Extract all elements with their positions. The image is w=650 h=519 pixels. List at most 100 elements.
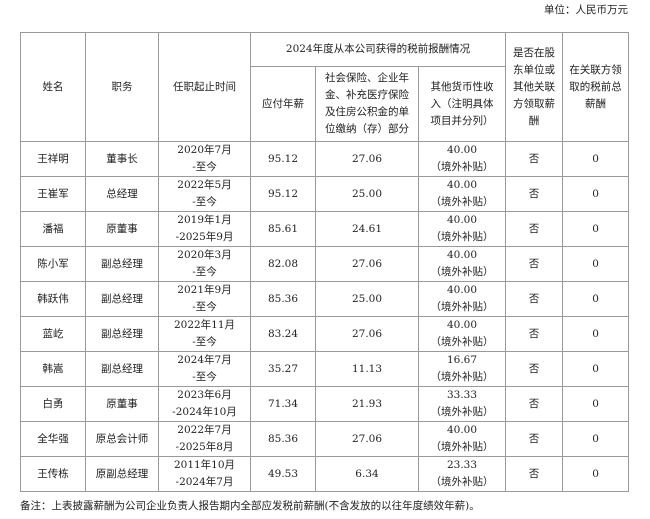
term_end-text: -2024年7月 (175, 476, 234, 488)
cell-shareholder: 否 (505, 386, 564, 422)
other-text: 33.33 (446, 389, 478, 401)
cell-related: 0 (562, 351, 630, 387)
name-text: 白勇 (42, 397, 64, 410)
other_note-text: （境外补贴） (430, 161, 494, 173)
cell-related: 0 (562, 176, 630, 212)
cell-shareholder: 否 (505, 316, 564, 352)
table-row: 全华强 原总会计师 2022年7月 -2025年8月 85.36 27.06 40.00 （境… (20, 421, 630, 457)
cell-position: 原董事 (85, 386, 159, 422)
cell-name: 王祥明 (20, 141, 86, 177)
position-text: 副总经理 (101, 327, 143, 340)
cell-other: 40.00 （境外补贴） (417, 141, 507, 177)
cell-related: 0 (562, 141, 630, 177)
cell-other: 40.00 （境外补贴） (417, 281, 507, 317)
cell-related: 0 (562, 246, 630, 282)
table-row: 王祥明 董事长 2020年7月 -至今 95.12 27.06 40.00 （境外补贴） 否 0 (20, 141, 630, 177)
cell-name: 韩跃伟 (20, 281, 86, 317)
insurance-text: 27.06 (351, 152, 383, 165)
cell-position: 原副总经理 (85, 456, 159, 492)
cell-term: 2022年11月 -至今 (158, 316, 251, 352)
table-row: 韩跃伟 副总经理 2021年9月 -至今 85.36 25.00 40.00 （境外补贴） 否 0 (20, 281, 630, 317)
cell-position: 原董事 (85, 211, 159, 247)
salary-text: 85.61 (267, 222, 299, 235)
cell-related: 0 (562, 421, 630, 457)
table-row: 王崔军 总经理 2022年5月 -至今 95.12 25.00 40.00 （境外补贴） 否 0 (20, 176, 630, 212)
cell-other: 40.00 （境外补贴） (417, 211, 507, 247)
other_note-text: （境外补贴） (430, 476, 494, 488)
cell-other: 23.33 （境外补贴） (417, 456, 507, 492)
cell-other: 40.00 （境外补贴） (417, 421, 507, 457)
name-text: 陈小军 (37, 257, 69, 270)
cell-term: 2021年9月 -至今 (158, 281, 251, 317)
term_end-text: -2025年9月 (175, 231, 234, 243)
other_note-text: （境外补贴） (430, 336, 494, 348)
other_note-text: （境外补贴） (430, 231, 494, 243)
cell-name: 全华强 (20, 421, 86, 457)
name-text: 蓝屹 (42, 327, 64, 340)
salary-text: 85.36 (267, 292, 299, 305)
related-text: 0 (592, 362, 599, 375)
related-text: 0 (592, 467, 599, 480)
term_end-text: -至今 (192, 371, 217, 383)
cell-other: 40.00 （境外补贴） (417, 246, 507, 282)
table-row: 白勇 原董事 2023年6月 -2024年10月 71.34 21.93 33.33 （境外补… (20, 386, 630, 422)
cell-insurance: 6.34 (315, 456, 419, 492)
cell-insurance: 24.61 (315, 211, 419, 247)
name-text: 韩跃伟 (37, 292, 69, 305)
cell-insurance: 27.06 (315, 421, 419, 457)
cell-related: 0 (562, 211, 630, 247)
term_end-text: -至今 (192, 161, 217, 173)
term_end-text: -至今 (192, 196, 217, 208)
position-text: 副总经理 (101, 292, 143, 305)
related-text: 0 (592, 292, 599, 305)
insurance-text: 25.00 (351, 187, 383, 200)
position-text: 副总经理 (101, 362, 143, 375)
table-row: 韩嵩 副总经理 2024年7月 -至今 35.27 11.13 16.67 （境外补贴） 否 0 (20, 351, 630, 387)
cell-term: 2024年7月 -至今 (158, 351, 251, 387)
shareholder-text: 否 (528, 257, 540, 270)
cell-salary: 82.08 (250, 246, 316, 282)
cell-position: 副总经理 (85, 351, 159, 387)
cell-salary: 85.36 (250, 281, 316, 317)
position-text: 原董事 (106, 222, 138, 235)
term_start-text: 2019年1月 (177, 214, 232, 226)
salary-text: 95.12 (267, 152, 299, 165)
header-salary: 应付年薪 (250, 66, 316, 142)
insurance-text: 27.06 (351, 327, 383, 340)
cell-insurance: 21.93 (315, 386, 419, 422)
shareholder-text: 否 (528, 327, 540, 340)
salary-text: 95.12 (267, 187, 299, 200)
related-text: 0 (592, 152, 599, 165)
header-shareholder: 是否在股东单位或其他关联方领取薪酬 (505, 32, 564, 142)
other_note-text: （境外补贴） (430, 266, 494, 278)
term_start-text: 2023年6月 (177, 389, 232, 401)
name-text: 王传栋 (37, 467, 69, 480)
salary-text: 49.53 (267, 467, 299, 480)
shareholder-text: 否 (528, 362, 540, 375)
cell-term: 2023年6月 -2024年10月 (158, 386, 251, 422)
cell-salary: 71.34 (250, 386, 316, 422)
cell-name: 白勇 (20, 386, 86, 422)
cell-salary: 85.36 (250, 421, 316, 457)
header-other: 其他货币性收入（注明具体项目并分列） (417, 66, 507, 142)
other-text: 16.67 (446, 354, 478, 366)
cell-name: 蓝屹 (20, 316, 86, 352)
salary-text: 82.08 (267, 257, 299, 270)
other-text: 40.00 (446, 249, 478, 261)
cell-shareholder: 否 (505, 281, 564, 317)
salary-text: 71.34 (267, 397, 299, 410)
header-group: 2024年度从本公司获得的税前报酬情况 (249, 32, 507, 67)
cell-term: 2022年5月 -至今 (158, 176, 251, 212)
cell-related: 0 (562, 386, 630, 422)
cell-salary: 85.61 (250, 211, 316, 247)
other_note-text: （境外补贴） (430, 441, 494, 453)
cell-position: 董事长 (85, 141, 159, 177)
cell-shareholder: 否 (505, 246, 564, 282)
cell-other: 33.33 （境外补贴） (417, 386, 507, 422)
header-insurance: 社会保险、企业年金、补充医疗保险及住房公积金的单位缴纳（存）部分 (315, 66, 419, 142)
position-text: 副总经理 (101, 257, 143, 270)
other-text: 40.00 (446, 179, 478, 191)
cell-name: 韩嵩 (20, 351, 86, 387)
position-text: 董事长 (106, 152, 138, 165)
insurance-text: 6.34 (355, 467, 379, 480)
